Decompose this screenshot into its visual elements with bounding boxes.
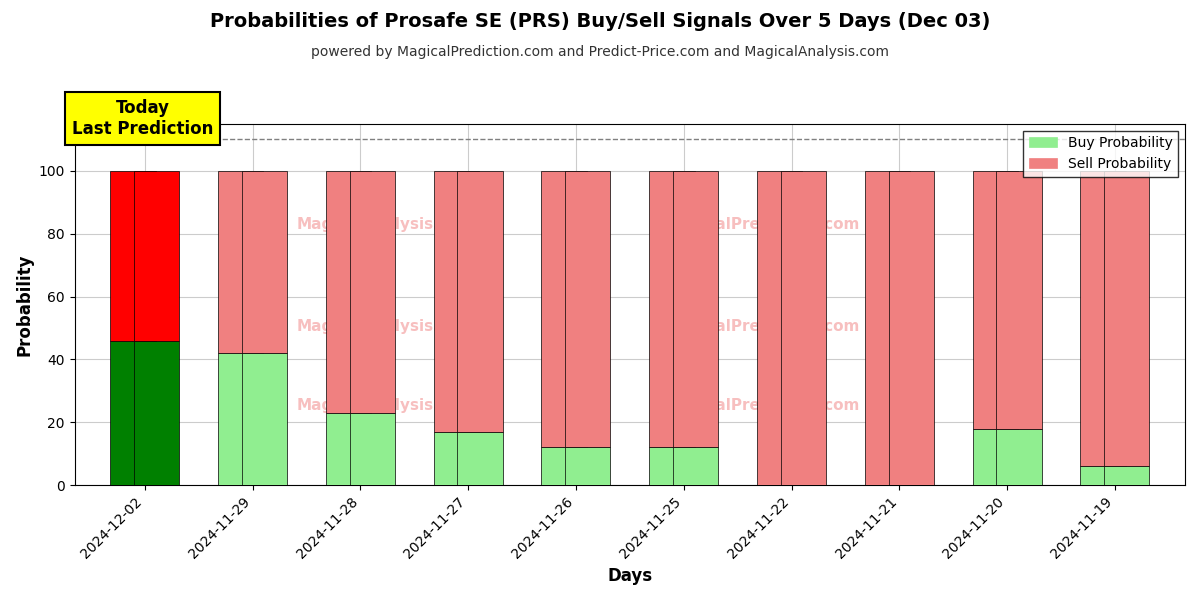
- Text: powered by MagicalPrediction.com and Predict-Price.com and MagicalAnalysis.com: powered by MagicalPrediction.com and Pre…: [311, 45, 889, 59]
- Bar: [973, 428, 1018, 485]
- Bar: [134, 341, 179, 485]
- Text: Probabilities of Prosafe SE (PRS) Buy/Sell Signals Over 5 Days (Dec 03): Probabilities of Prosafe SE (PRS) Buy/Se…: [210, 12, 990, 31]
- Bar: [565, 171, 611, 448]
- Bar: [1104, 171, 1150, 466]
- Bar: [110, 341, 156, 485]
- Bar: [1080, 466, 1126, 485]
- Bar: [541, 448, 587, 485]
- Y-axis label: Probability: Probability: [16, 253, 34, 356]
- Bar: [996, 171, 1042, 428]
- Bar: [433, 431, 479, 485]
- Bar: [973, 171, 1018, 428]
- Bar: [326, 413, 371, 485]
- Bar: [565, 448, 611, 485]
- Bar: [996, 428, 1042, 485]
- Bar: [349, 171, 395, 413]
- Bar: [649, 171, 695, 448]
- Text: Today
Last Prediction: Today Last Prediction: [72, 99, 214, 138]
- Bar: [781, 171, 826, 485]
- Bar: [110, 171, 156, 341]
- Bar: [1104, 466, 1150, 485]
- Bar: [241, 171, 287, 353]
- Bar: [349, 413, 395, 485]
- Bar: [673, 448, 719, 485]
- Bar: [1080, 171, 1126, 466]
- Text: MagicalPrediction.com: MagicalPrediction.com: [666, 319, 860, 334]
- Bar: [865, 171, 910, 485]
- Bar: [433, 171, 479, 431]
- Bar: [218, 353, 263, 485]
- Legend: Buy Probability, Sell Probability: Buy Probability, Sell Probability: [1024, 131, 1178, 177]
- Bar: [457, 171, 503, 431]
- Bar: [457, 431, 503, 485]
- Bar: [326, 171, 371, 413]
- Bar: [757, 171, 803, 485]
- Text: MagicalPrediction.com: MagicalPrediction.com: [666, 217, 860, 232]
- Bar: [541, 171, 587, 448]
- Bar: [673, 171, 719, 448]
- X-axis label: Days: Days: [607, 567, 653, 585]
- Text: MagicalPrediction.com: MagicalPrediction.com: [666, 398, 860, 413]
- Bar: [649, 448, 695, 485]
- Text: MagicalAnalysis.com: MagicalAnalysis.com: [296, 398, 474, 413]
- Text: MagicalAnalysis.com: MagicalAnalysis.com: [296, 319, 474, 334]
- Text: MagicalAnalysis.com: MagicalAnalysis.com: [296, 217, 474, 232]
- Bar: [888, 171, 934, 485]
- Bar: [218, 171, 263, 353]
- Bar: [241, 353, 287, 485]
- Bar: [134, 171, 179, 341]
